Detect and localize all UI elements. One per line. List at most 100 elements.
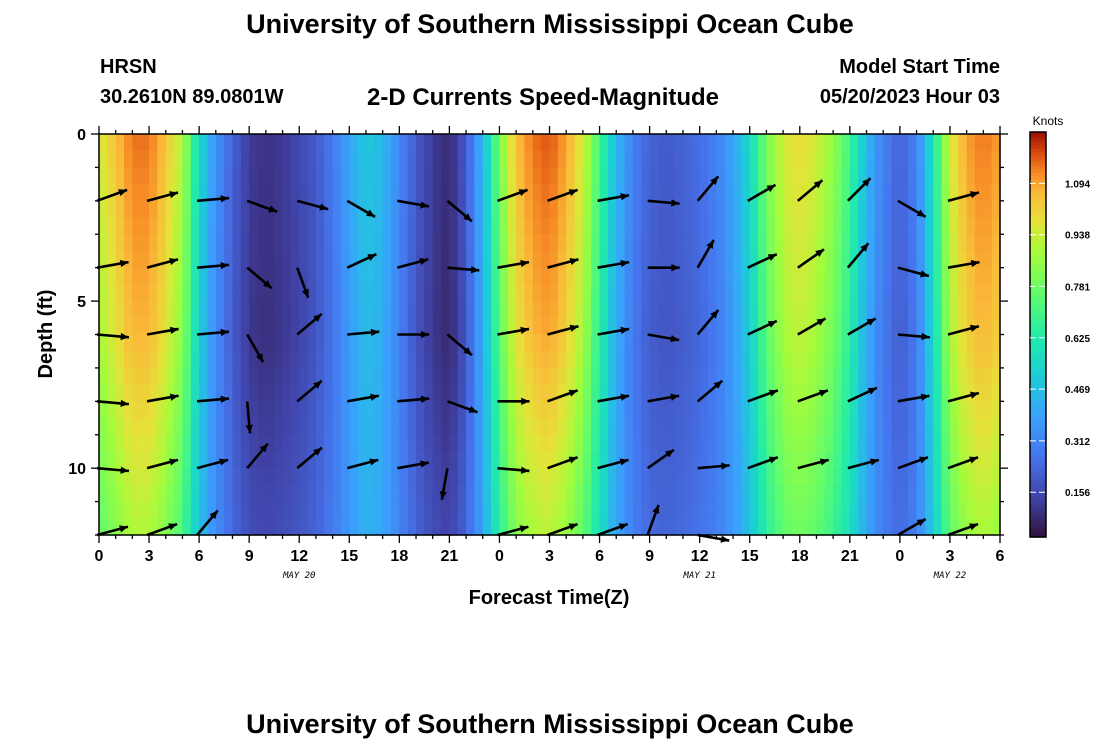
colorbar-segment	[1030, 358, 1046, 363]
y-tick-label: 0	[77, 127, 86, 144]
heatmap-cell	[883, 367, 893, 386]
heatmap-cell	[733, 284, 742, 302]
heatmap-cell	[407, 401, 417, 419]
heatmap-cell	[632, 434, 642, 453]
heatmap-cell	[749, 200, 759, 219]
current-vector-head	[620, 326, 630, 334]
heatmap-cell	[357, 484, 367, 503]
heatmap-cell	[974, 334, 984, 352]
heatmap-cell	[816, 418, 826, 436]
heatmap-cell	[874, 484, 884, 503]
heatmap-cell	[708, 434, 717, 453]
heatmap-cell	[199, 468, 209, 486]
current-vector-head	[921, 332, 930, 341]
heatmap-cell	[207, 451, 217, 469]
heatmap-cell	[124, 301, 133, 319]
heatmap-cell	[190, 351, 200, 369]
heatmap-cell	[182, 217, 192, 235]
heatmap-cell	[507, 367, 517, 386]
heatmap-cell	[849, 434, 859, 453]
heatmap-cell	[349, 284, 359, 302]
heatmap-cell	[749, 484, 759, 503]
heatmap-cell	[365, 200, 375, 219]
heatmap-cell	[591, 334, 601, 352]
heatmap-cell	[908, 284, 918, 302]
heatmap-cell	[257, 367, 267, 386]
heatmap-cell	[299, 134, 309, 152]
colorbar-segment	[1030, 219, 1046, 224]
heatmap-cell	[774, 301, 784, 319]
heatmap-cell	[591, 434, 601, 453]
heatmap-cell	[416, 134, 425, 152]
heatmap-cell	[524, 167, 534, 185]
heatmap-cell	[274, 317, 284, 336]
heatmap-cell	[399, 451, 409, 469]
heatmap-cell	[140, 267, 150, 285]
heatmap-cell	[416, 468, 425, 486]
heatmap-cell	[449, 267, 459, 285]
heatmap-cell	[224, 351, 234, 369]
heatmap-cell	[666, 401, 676, 419]
heatmap-cell	[215, 317, 225, 336]
heatmap-cell	[808, 401, 818, 419]
heatmap-cell	[733, 200, 742, 219]
heatmap-cell	[582, 367, 592, 386]
heatmap-cell	[524, 418, 534, 436]
heatmap-cell	[182, 351, 192, 369]
heatmap-cell	[933, 317, 943, 336]
heatmap-cell	[674, 384, 684, 402]
heatmap-cell	[916, 468, 926, 486]
heatmap-cell	[657, 167, 667, 185]
heatmap-cell	[632, 484, 642, 503]
heatmap-cell	[532, 267, 542, 285]
colorbar-segment	[1030, 398, 1046, 403]
heatmap-cell	[582, 418, 592, 436]
heatmap-cell	[924, 434, 934, 453]
heatmap-cell	[699, 234, 709, 252]
heatmap-cell	[883, 351, 893, 369]
heatmap-cell	[182, 401, 192, 419]
heatmap-cell	[991, 167, 1001, 185]
heatmap-cell	[449, 384, 459, 402]
colorbar-segment	[1030, 435, 1046, 440]
heatmap-cell	[632, 284, 642, 302]
heatmap-cell	[466, 334, 476, 352]
heatmap-cell	[307, 468, 317, 486]
heatmap-cell	[174, 518, 184, 536]
heatmap-cell	[891, 217, 901, 235]
heatmap-cell	[557, 418, 567, 436]
heatmap-cell	[983, 217, 993, 235]
heatmap-cell	[190, 184, 200, 202]
heatmap-cell	[582, 384, 592, 402]
heatmap-cell	[641, 418, 651, 436]
heatmap-cell	[457, 401, 467, 419]
heatmap-cell	[516, 401, 526, 419]
heatmap-cell	[149, 401, 158, 419]
heatmap-cell	[99, 434, 108, 453]
heatmap-cell	[282, 367, 292, 386]
heatmap-cell	[274, 250, 284, 269]
heatmap-cell	[833, 317, 843, 336]
heatmap-cell	[382, 317, 392, 336]
heatmap-cell	[157, 184, 167, 202]
heatmap-cell	[958, 351, 968, 369]
heatmap-cell	[591, 468, 601, 486]
heatmap-cell	[190, 217, 200, 235]
heatmap-cell	[549, 401, 559, 419]
heatmap-cell	[357, 167, 367, 185]
heatmap-cell	[99, 351, 108, 369]
heatmap-cell	[591, 184, 601, 202]
heatmap-cell	[908, 384, 918, 402]
heatmap-cell	[991, 217, 1001, 235]
heatmap-cell	[457, 334, 467, 352]
heatmap-cell	[691, 184, 701, 202]
heatmap-cell	[382, 418, 392, 436]
heatmap-cell	[566, 150, 576, 169]
heatmap-cell	[833, 401, 843, 419]
heatmap-cell	[257, 468, 267, 486]
heatmap-cell	[307, 184, 317, 202]
heatmap-cell	[641, 200, 651, 219]
colorbar-segment	[1030, 169, 1046, 174]
colorbar-segment	[1030, 493, 1046, 498]
